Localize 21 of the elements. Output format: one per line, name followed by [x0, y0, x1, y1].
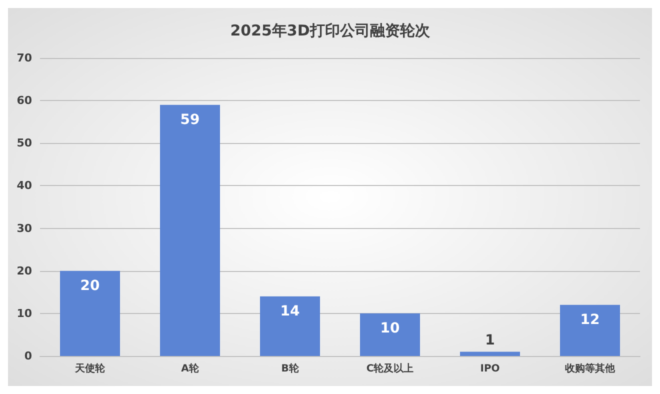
data-label: 20: [80, 278, 100, 294]
x-tick-label: C轮及以上: [366, 362, 414, 374]
y-tick-label: 10: [16, 306, 32, 320]
y-tick-label: 70: [16, 52, 32, 64]
y-tick-label: 0: [24, 350, 32, 362]
data-label: 10: [380, 320, 400, 336]
data-label: 14: [280, 303, 300, 320]
y-tick-label: 40: [16, 179, 32, 192]
data-label: 1: [485, 332, 495, 349]
x-tick-label: 天使轮: [74, 362, 106, 374]
data-label: 12: [580, 312, 600, 328]
x-tick-label: IPO: [480, 364, 500, 374]
y-tick-label: 30: [16, 222, 32, 235]
x-tick-label: A轮: [181, 362, 200, 374]
y-tick-label: 60: [16, 94, 32, 108]
chart-title: 2025年3D打印公司融资轮次: [230, 22, 431, 40]
x-tick-label: B轮: [281, 362, 300, 374]
y-tick-label: 20: [16, 264, 32, 278]
data-label: 59: [180, 112, 200, 128]
x-tick-label: 收购等其他: [565, 362, 616, 374]
y-tick-label: 50: [16, 136, 32, 150]
